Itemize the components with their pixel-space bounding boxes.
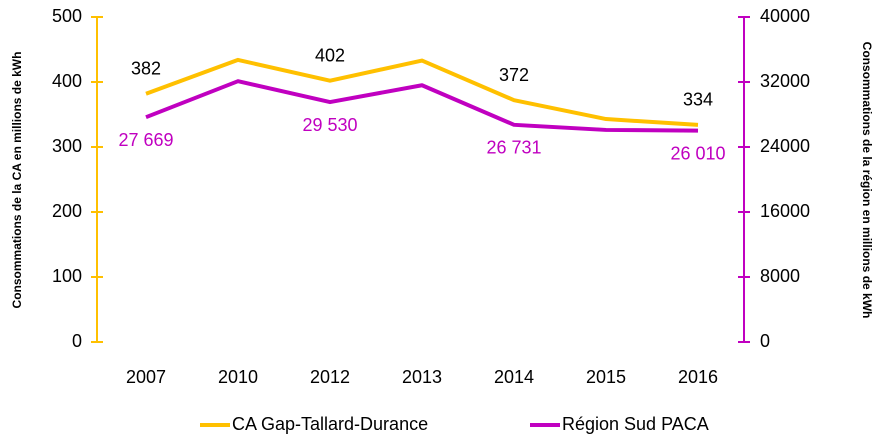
data-label: 26 731 [486,138,541,158]
y-tick-label: 300 [52,136,82,156]
x-tick-label: 2013 [402,367,442,387]
y2-tick-label: 8000 [760,266,800,286]
x-tick-label: 2014 [494,367,534,387]
x-tick-label: 2007 [126,367,166,387]
y-tick-label: 200 [52,201,82,221]
y-tick-label: 400 [52,71,82,91]
x-tick-label: 2016 [678,367,718,387]
y-tick-label: 100 [52,266,82,286]
x-tick-label: 2015 [586,367,626,387]
y2-tick-label: 0 [760,331,770,351]
y-tick-label: 500 [52,6,82,26]
series-line [145,57,699,127]
data-label: 402 [315,45,345,65]
y-axis-title: Consommations de la CA en millions de kW… [10,52,24,309]
y2-tick-label: 32000 [760,71,810,91]
legend-label: CA Gap-Tallard-Durance [232,414,428,434]
data-label: 334 [683,90,713,110]
x-tick-label: 2010 [218,367,258,387]
x-tick-label: 2012 [310,367,350,387]
data-label: 27 669 [118,130,173,150]
y-tick-label: 0 [72,331,82,351]
data-label: 26 010 [670,143,725,163]
y2-tick-label: 40000 [760,6,810,26]
series-line [145,79,699,133]
data-label: 372 [499,65,529,85]
y2-tick-label: 24000 [760,136,810,156]
legend-label: Région Sud PACA [562,414,709,434]
y2-axis-title: Consommations de la région en millions d… [860,42,874,319]
data-label: 382 [131,58,161,78]
y2-tick-label: 16000 [760,201,810,221]
data-label: 29 530 [302,115,357,135]
